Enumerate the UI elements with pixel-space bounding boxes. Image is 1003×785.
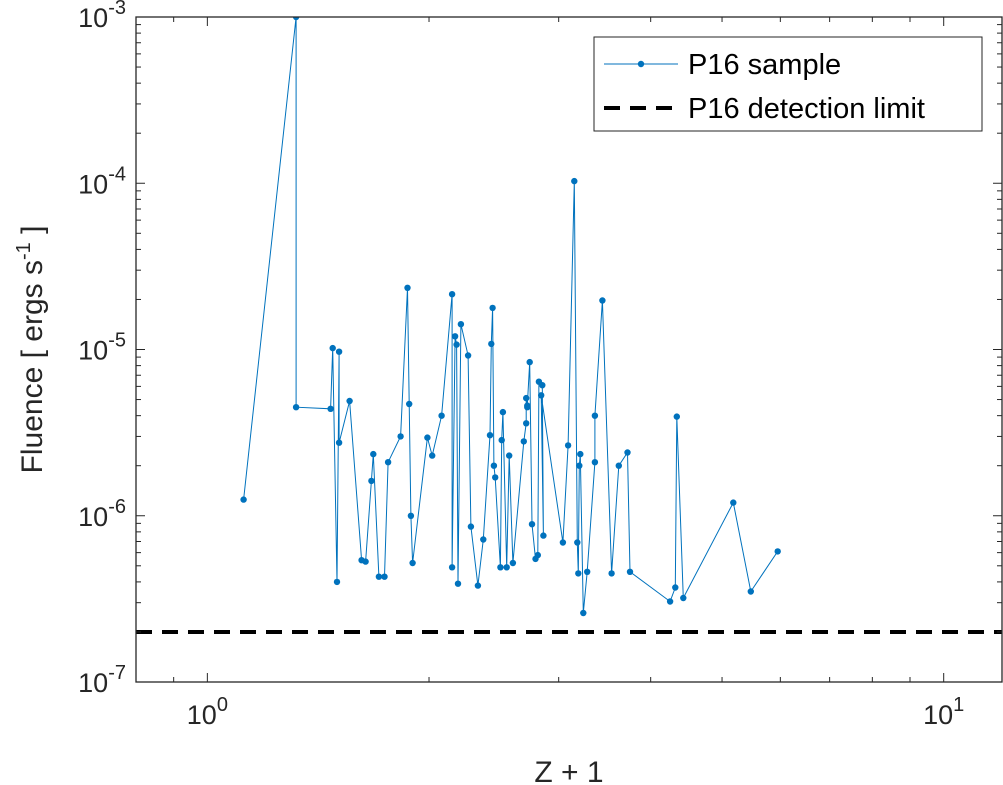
data-point [575,570,582,577]
ticks-layer [135,16,1002,683]
data-point [375,573,383,580]
legend: P16 sample P16 detection limit [593,36,983,132]
x-axis-label: Z + 1 [534,756,603,785]
data-point [492,474,499,481]
data-point [497,564,504,571]
data-point [747,588,754,595]
data-point [327,405,334,412]
data-point [292,404,300,411]
data-point [448,564,456,571]
data-point [368,477,375,485]
data-point [407,512,415,519]
x-tick-label: 100 [187,694,228,730]
data-point [591,412,599,419]
data-point [335,348,343,355]
y-tick-label: 10-6 [78,496,126,532]
x-tick-label: 101 [923,694,964,730]
data-point [474,582,482,589]
data-point [576,462,583,469]
data-point [424,434,431,441]
data-point [453,341,460,348]
data-point [509,559,517,567]
data-point [608,570,615,577]
data-point [626,568,634,575]
data-point [240,496,247,503]
legend-box [593,36,983,132]
data-point [539,382,546,389]
data-point [538,392,545,399]
data-point [381,573,388,580]
data-point [498,436,505,444]
data-point [488,340,495,348]
data-point [730,499,737,506]
data-point [333,578,341,586]
data-point [370,450,377,458]
y-tick-label: 10-7 [78,662,126,698]
data-point [486,432,494,439]
data-point [580,609,587,617]
data-point [591,459,599,466]
data-point [438,412,445,419]
data-point [540,532,547,539]
data-point [329,344,336,352]
data-point [672,584,679,591]
data-point [523,420,530,427]
data-point [571,177,578,185]
data-point [335,439,343,446]
y-axis-label: Fluence [ ergs s-1 ] [13,226,49,474]
data-point [346,397,353,405]
y-tick-label: 10-3 [78,0,126,33]
data-point [564,442,572,449]
data-point [680,594,687,602]
data-point [520,438,527,445]
data-point [384,459,392,466]
data-point [429,452,436,459]
data-point [397,433,404,440]
data-point [406,400,413,408]
data-point [362,558,369,565]
legend-sample-marker [637,60,645,68]
data-point [528,521,536,528]
data-point [615,462,622,469]
data-point [666,598,674,605]
y-axis-label-main: Fluence [ ergs s [16,260,49,473]
data-point [523,394,530,402]
data-point [489,304,496,312]
data-point [409,559,416,567]
y-axis-label-sup: -1 [13,242,35,260]
data-point [559,539,567,546]
data-point [292,17,300,21]
data-point [624,449,631,456]
data-point [490,462,498,469]
data-point [454,580,462,587]
data-point [673,413,680,420]
series-layer [136,17,1002,634]
data-point [404,284,411,291]
data-point [577,450,584,458]
data-point [506,452,513,459]
y-tick-label: 10-4 [78,163,126,199]
data-point [499,408,507,416]
data-point [457,321,465,328]
y-axis-label-end: ] [16,226,49,243]
data-point [574,539,581,546]
legend-limit-label: P16 detection limit [688,93,925,125]
data-point [503,564,510,571]
legend-sample-label: P16 sample [688,49,841,81]
data-point [774,548,781,555]
data-point [524,402,531,409]
data-point [451,333,459,340]
data-point [584,568,591,575]
y-tick-label: 10-5 [78,330,126,366]
data-point [467,523,475,530]
data-point [526,358,533,366]
data-point [448,291,456,298]
tick-labels-layer: 10-7 10-6 10-5 10-4 10-3 100 101 [78,0,964,730]
data-point [599,297,606,304]
data-point [480,536,487,543]
data-point [534,551,541,559]
data-point [464,352,472,359]
